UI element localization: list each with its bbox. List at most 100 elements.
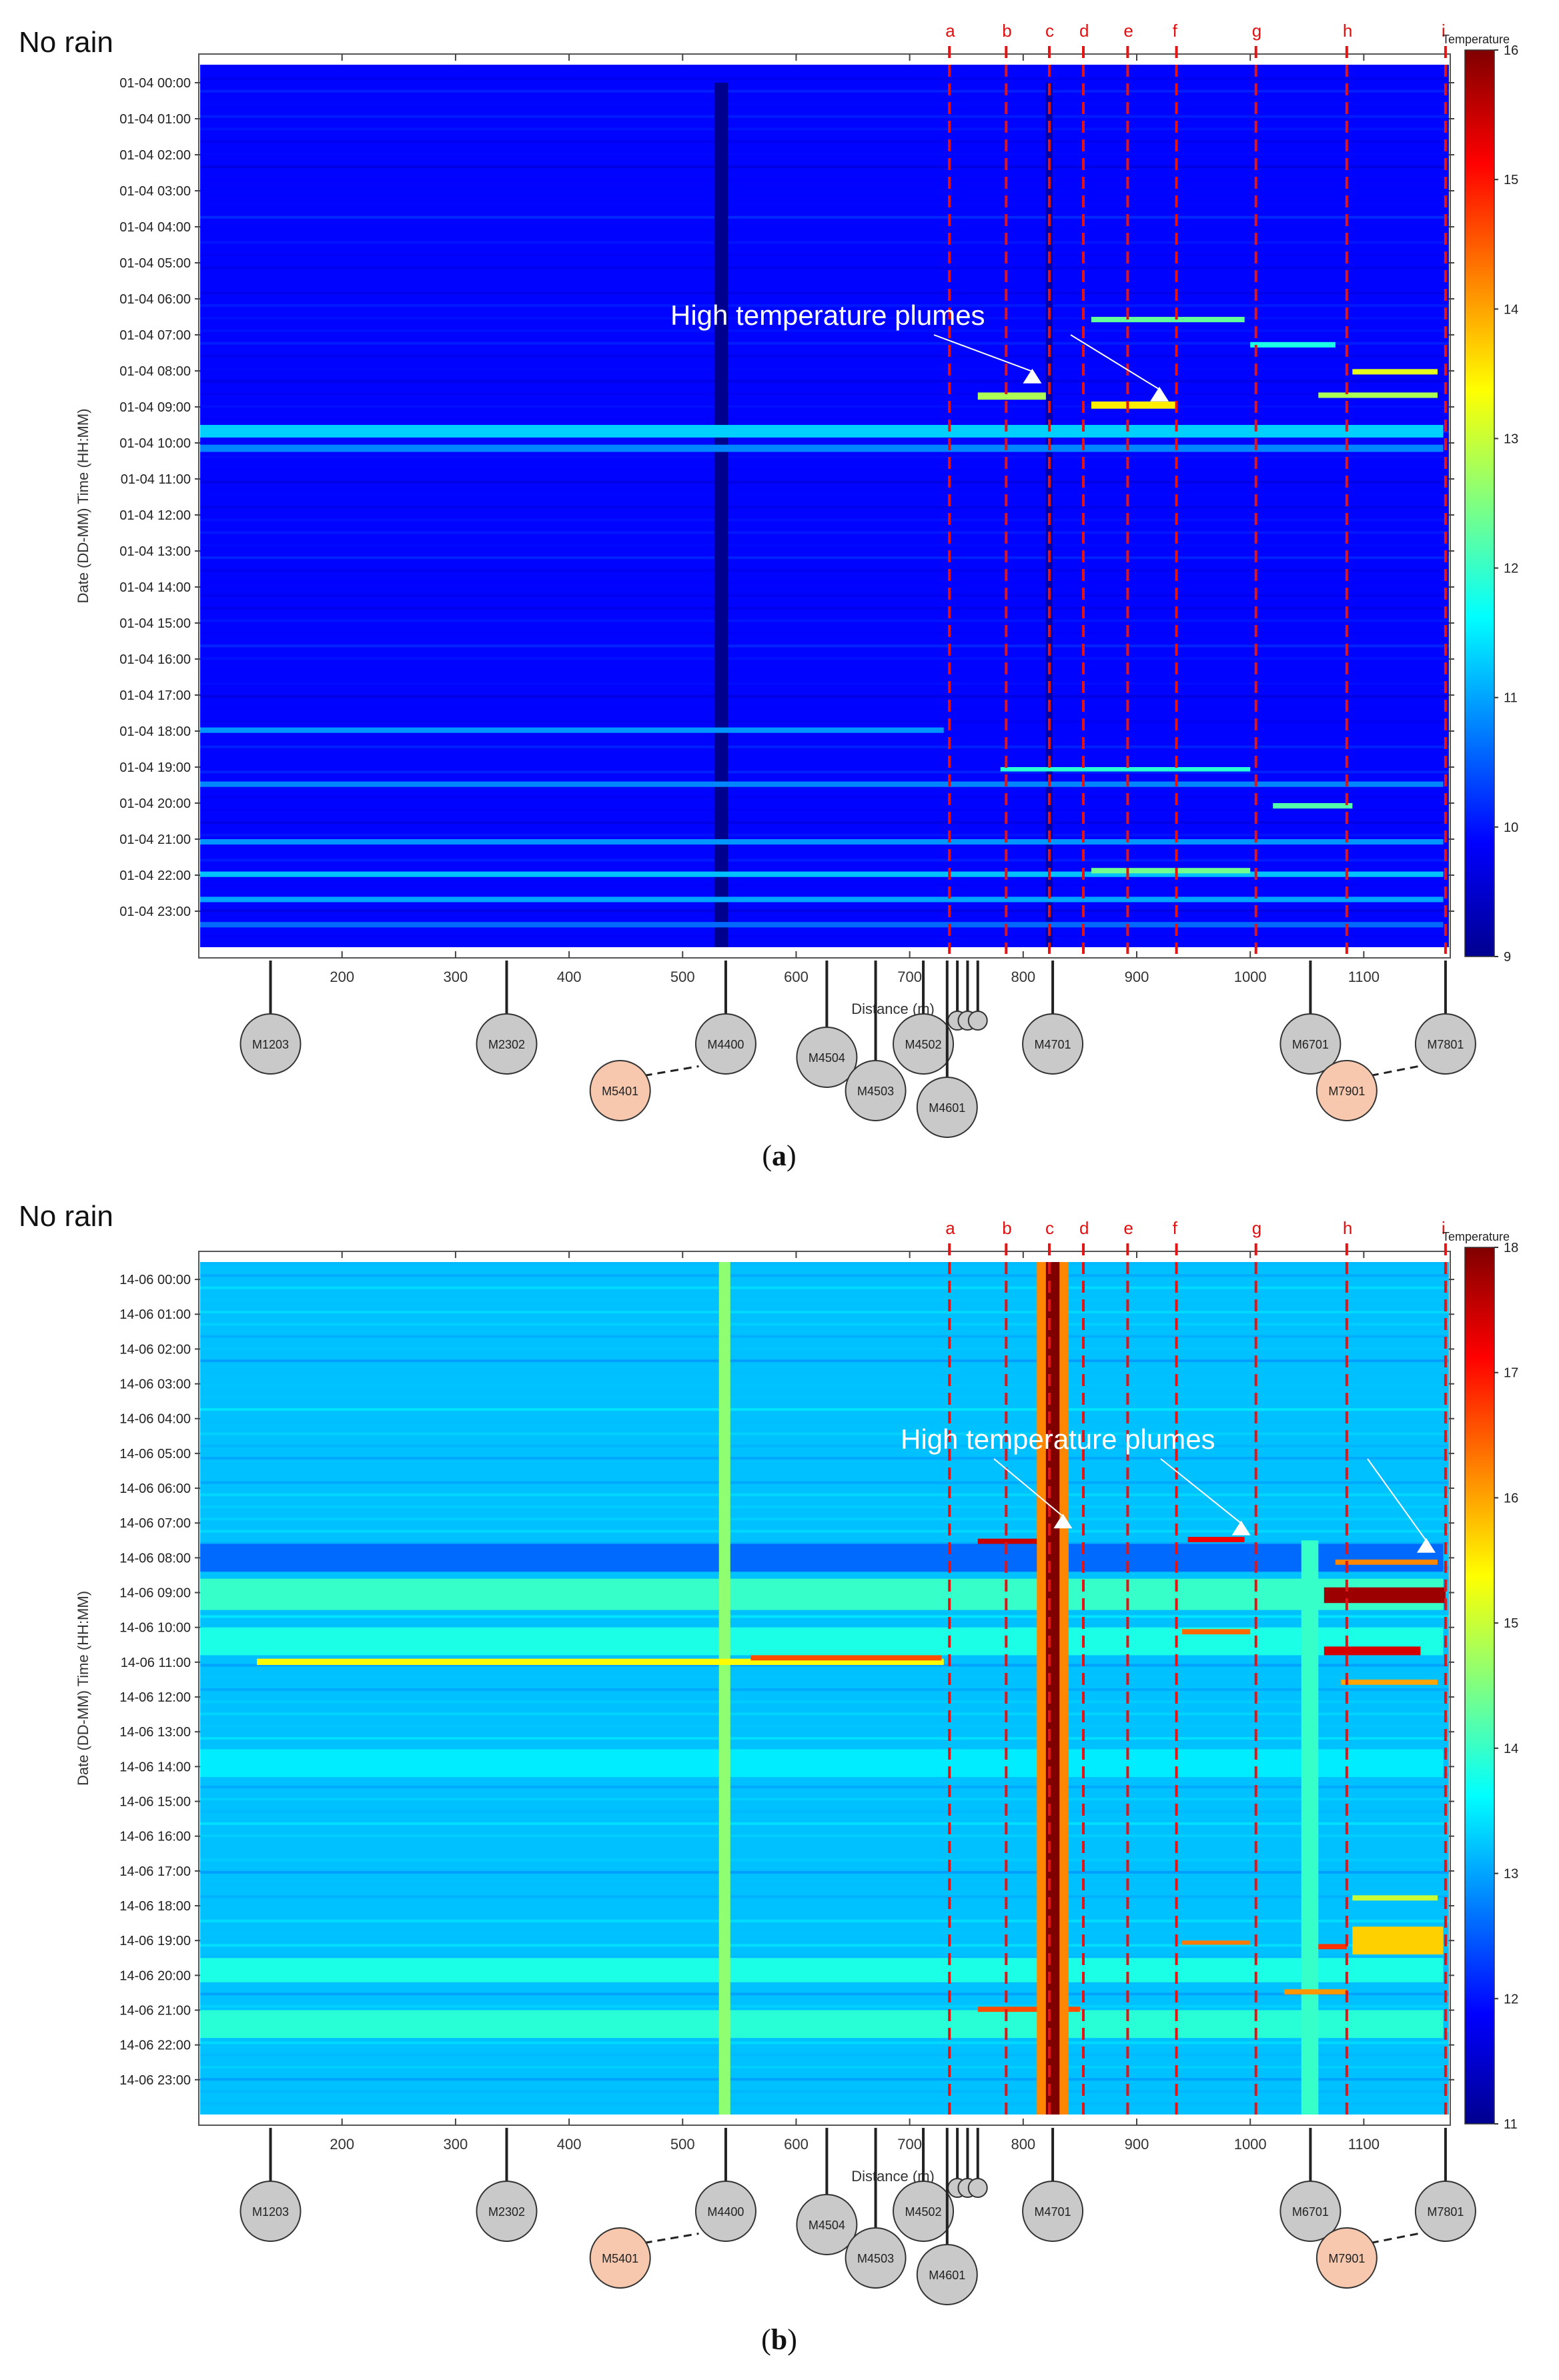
manhole-label: M1203 xyxy=(252,1038,289,1051)
texture-streak xyxy=(200,1542,1449,1545)
texture-streak xyxy=(200,480,1449,484)
texture-streak xyxy=(200,518,1449,522)
manhole-node xyxy=(916,2244,978,2305)
manhole-node xyxy=(694,2181,756,2242)
manhole-label: M6701 xyxy=(1292,1038,1329,1051)
x-tick-label: 800 xyxy=(1011,2136,1035,2153)
texture-streak xyxy=(200,1664,1449,1667)
y-tick-label: 14-06 16:00 xyxy=(119,1830,191,1844)
y-axis-label: Date (DD-MM) Time (HH:MM) xyxy=(75,1591,91,1786)
texture-streak xyxy=(200,405,1449,408)
manhole-node xyxy=(1279,1013,1342,1075)
x-tick-label: 1000 xyxy=(1234,2136,1267,2153)
section-label-e: e xyxy=(1123,21,1133,41)
texture-streak xyxy=(200,1371,1449,1375)
texture-streak xyxy=(200,1506,1449,1509)
texture-streak xyxy=(200,2102,1449,2105)
manhole-label: M4503 xyxy=(857,2252,894,2265)
y-tick-label: 14-06 13:00 xyxy=(119,1725,191,1740)
manhole-label: M2302 xyxy=(488,1038,525,1051)
manhole-node-offset xyxy=(589,1060,651,1121)
manhole-node xyxy=(476,1013,538,1075)
texture-streak xyxy=(200,1786,1449,1789)
heat-feature-14 xyxy=(200,839,1444,845)
y-tick-label: 01-04 00:00 xyxy=(119,76,191,91)
heat-feature-4 xyxy=(200,1958,1444,1982)
y-tick-label: 14-06 07:00 xyxy=(119,1516,191,1531)
caption-close: ) xyxy=(787,1139,797,1172)
colorbar xyxy=(1464,1247,1495,2125)
small-junction xyxy=(967,1011,988,1031)
texture-streak xyxy=(200,367,1449,370)
colorbar-tick-label: 16 xyxy=(1504,43,1518,58)
texture-streak xyxy=(200,581,1449,584)
colorbar xyxy=(1464,49,1495,957)
manhole-label: M4400 xyxy=(707,2205,744,2219)
y-tick-label: 01-04 22:00 xyxy=(119,868,191,883)
heat-feature-20 xyxy=(1182,1940,1251,1945)
caption-open: ( xyxy=(762,1139,772,1172)
x-tick-label: 1100 xyxy=(1348,969,1380,985)
heat-feature-6 xyxy=(718,1262,730,2115)
colorbar-tick-label: 15 xyxy=(1504,173,1518,187)
texture-streak xyxy=(200,418,1449,421)
manhole-node xyxy=(1414,2181,1476,2242)
plume-annotation: High temperature plumes xyxy=(901,1423,1215,1455)
manhole-label: M4502 xyxy=(905,2205,942,2219)
heat-feature-19 xyxy=(1352,1926,1444,1955)
section-label-g: g xyxy=(1252,21,1261,41)
plume-annotation: High temperature plumes xyxy=(670,300,985,331)
texture-streak xyxy=(200,606,1449,610)
texture-streak xyxy=(200,380,1449,383)
heat-feature-22 xyxy=(1352,1895,1438,1901)
texture-streak xyxy=(200,1846,1449,1850)
manhole-node-offset xyxy=(1316,2227,1378,2289)
manhole-label: M7901 xyxy=(1328,1085,1365,1098)
y-tick-label: 01-04 13:00 xyxy=(119,544,191,559)
heat-feature-10 xyxy=(977,1538,1069,1544)
plume-arrow-line xyxy=(933,334,1033,372)
colorbar-tick-label: 12 xyxy=(1504,1992,1518,2006)
x-tick-label: 300 xyxy=(444,969,468,985)
caption-open: ( xyxy=(761,2323,771,2356)
y-tick-label: 14-06 03:00 xyxy=(119,1377,191,1392)
manhole-label: M4601 xyxy=(929,2269,965,2282)
texture-streak xyxy=(200,884,1449,887)
texture-streak xyxy=(200,279,1449,282)
section-label-h: h xyxy=(1343,1218,1352,1238)
texture-streak xyxy=(200,1395,1449,1399)
texture-streak xyxy=(200,2041,1449,2044)
plume-arrow-head xyxy=(1023,368,1042,384)
x-tick-label: 600 xyxy=(784,969,809,985)
x-tick-label: 900 xyxy=(1125,969,1149,985)
colorbar-tick-label: 12 xyxy=(1504,562,1518,576)
heat-feature-18 xyxy=(1284,1989,1347,1995)
y-tick-label: 01-04 04:00 xyxy=(119,220,191,235)
heat-feature-3 xyxy=(200,444,1444,452)
y-tick-label: 01-04 15:00 xyxy=(119,616,191,631)
texture-streak xyxy=(200,1469,1449,1472)
texture-streak xyxy=(200,153,1449,156)
texture-streak xyxy=(200,909,1449,913)
heat-feature-8 xyxy=(257,1658,944,1666)
x-tick-label: 400 xyxy=(557,969,582,985)
texture-streak xyxy=(200,619,1449,622)
panel-title: No rain xyxy=(19,1200,113,1233)
colorbar-tick-label: 16 xyxy=(1504,1491,1518,1506)
y-tick-label: 01-04 05:00 xyxy=(119,256,191,271)
texture-streak xyxy=(200,102,1449,105)
texture-streak xyxy=(200,203,1449,206)
manhole-node-offset xyxy=(1316,1060,1378,1121)
heat-feature-11 xyxy=(200,781,1444,787)
texture-streak xyxy=(200,329,1449,332)
heat-feature-9 xyxy=(1250,342,1336,348)
texture-streak xyxy=(200,1944,1449,1947)
texture-streak xyxy=(200,720,1449,723)
x-tick-label: 1000 xyxy=(1234,969,1267,985)
x-tick-label: 600 xyxy=(784,2136,809,2153)
colorbar-tick-label: 11 xyxy=(1504,2117,1518,2132)
texture-streak xyxy=(200,796,1449,799)
texture-streak xyxy=(200,1359,1449,1363)
texture-streak xyxy=(200,2053,1449,2056)
colorbar-tick-label: 14 xyxy=(1504,1742,1518,1756)
